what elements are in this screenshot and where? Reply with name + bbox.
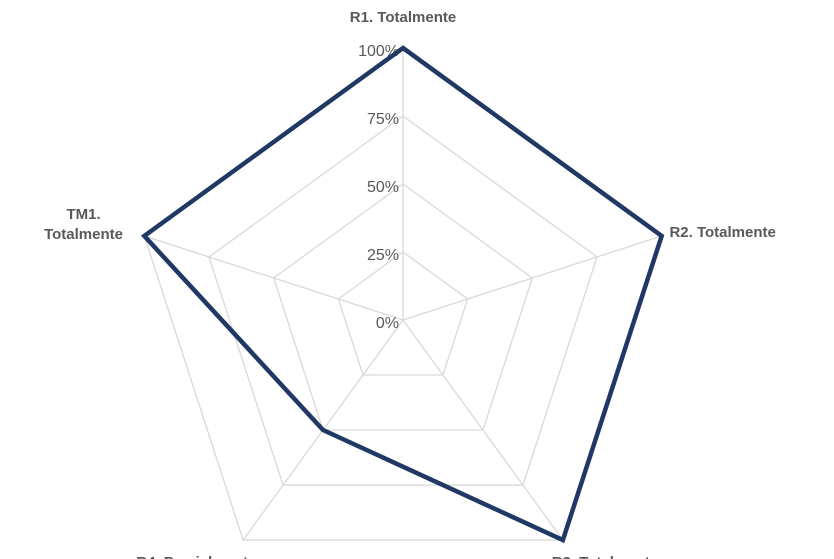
series-line	[140, 45, 665, 544]
category-label: R3. Totalmente	[552, 553, 658, 559]
category-label: R4. Parzialmente	[136, 553, 256, 559]
r-tick-label: 0%	[376, 315, 399, 332]
r-tick-label: 75%	[367, 111, 399, 128]
spoke	[144, 235, 404, 321]
grid-ring	[208, 115, 598, 486]
grid-ring	[272, 183, 534, 431]
category-label: TM1. Totalmente	[44, 206, 123, 244]
r-tick-label: 50%	[367, 179, 399, 196]
spoke	[402, 319, 564, 541]
grid-ring	[337, 251, 469, 376]
r-tick-label: 25%	[367, 247, 399, 264]
spoke	[402, 235, 662, 321]
category-label: R2. Totalmente	[669, 224, 776, 242]
category-label: R1. Totalmente	[349, 8, 457, 26]
